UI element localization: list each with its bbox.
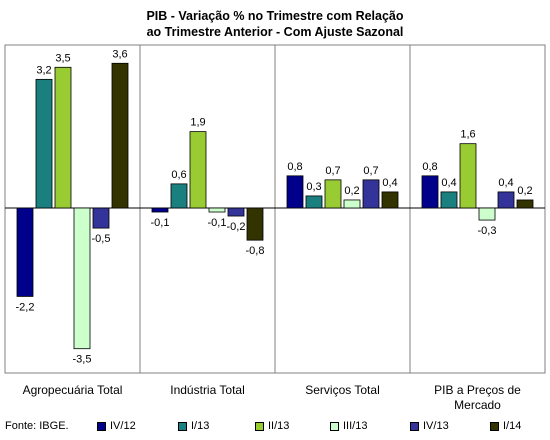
bar-III-13-cat-3 xyxy=(478,207,496,221)
value-label: 0,8 xyxy=(287,161,302,173)
value-label: -0,2 xyxy=(227,221,246,233)
value-label: -0,5 xyxy=(92,233,111,245)
source-note: Fonte: IBGE. xyxy=(5,420,69,432)
bar-II-13-cat-1 xyxy=(189,131,207,209)
category-label: Mercado xyxy=(454,398,501,412)
category-label: Agropecuária Total xyxy=(23,383,123,397)
legend-item-IV-12: IV/12 xyxy=(97,420,136,432)
bar-II-13-cat-2 xyxy=(324,179,342,209)
bar-I-14-cat-1 xyxy=(246,207,264,241)
legend-label: I/14 xyxy=(503,420,522,432)
legend-item-II-13: II/13 xyxy=(255,420,289,432)
legend-label: II/13 xyxy=(268,420,290,432)
legend-item-I-14: I/14 xyxy=(490,420,521,432)
value-label: 0,3 xyxy=(306,181,321,193)
value-label: -2,2 xyxy=(16,301,35,313)
legend-swatch xyxy=(410,421,419,431)
value-label: 1,9 xyxy=(190,117,205,129)
legend-label: I/13 xyxy=(191,420,210,432)
bar-IV-12-cat-0 xyxy=(16,207,34,297)
bar-II-13-cat-0 xyxy=(54,66,72,209)
bar-II-13-cat-3 xyxy=(459,143,477,209)
legend-item-I-13: I/13 xyxy=(178,420,209,432)
chart-footer: Fonte: IBGE. IV/12 I/13 II/13 III/13 IV/13 I/… xyxy=(0,418,550,436)
bar-IV-12-cat-1 xyxy=(151,207,169,213)
legend-label: III/13 xyxy=(343,420,368,432)
legend-item-IV-13: IV/13 xyxy=(410,420,449,432)
bar-I-14-cat-3 xyxy=(516,199,534,209)
bar-IV-13-cat-3 xyxy=(497,191,515,209)
bar-IV-13-cat-2 xyxy=(362,179,380,209)
category-label: PIB a Preços de xyxy=(434,383,521,397)
bar-chart: -2,23,23,5-3,5-0,53,6-0,10,61,9-0,1 -0,2-… xyxy=(4,44,546,412)
value-label: 0,8 xyxy=(422,161,437,173)
chart-title-line-2: ao Trimestre Anterior - Com Ajuste Sazon… xyxy=(146,25,404,39)
bar-I-13-cat-2 xyxy=(305,195,323,209)
bar-I-14-cat-0 xyxy=(111,62,129,209)
bar-III-13-cat-2 xyxy=(343,199,361,209)
category-label: Serviços Total xyxy=(305,383,379,397)
bar-III-13-cat-1 xyxy=(208,207,226,213)
legend-item-III-13: III/13 xyxy=(330,420,367,432)
chart-title-line-1: PIB - Variação % no Trimestre com Relaçã… xyxy=(146,9,404,23)
bar-IV-12-cat-2 xyxy=(286,175,304,209)
bar-I-13-cat-3 xyxy=(440,191,458,209)
legend-swatch xyxy=(97,421,106,431)
value-label: 0,4 xyxy=(382,177,397,189)
bar-III-13-cat-0 xyxy=(73,207,91,350)
value-label: -0,1 xyxy=(151,217,170,229)
bar-IV-13-cat-1 xyxy=(227,207,245,217)
value-label: 0,6 xyxy=(171,169,186,181)
legend-swatch xyxy=(490,421,499,431)
value-label: 0,7 xyxy=(363,165,378,177)
value-label: 0,2 xyxy=(344,185,359,197)
chart-title: PIB - Variação % no Trimestre com Relaçã… xyxy=(0,8,550,40)
bar-I-13-cat-0 xyxy=(35,78,53,209)
value-label: -0,8 xyxy=(246,245,265,257)
value-label: -0,3 xyxy=(478,225,497,237)
value-label: 3,2 xyxy=(36,64,51,76)
value-label: 0,2 xyxy=(517,185,532,197)
legend-swatch xyxy=(330,421,339,431)
legend-swatch xyxy=(178,421,187,431)
bar-I-13-cat-1 xyxy=(170,183,188,209)
category-label: Indústria Total xyxy=(170,383,245,397)
bar-IV-12-cat-3 xyxy=(421,175,439,209)
value-label: 0,4 xyxy=(498,177,513,189)
value-label: 3,6 xyxy=(112,48,127,60)
value-label: 3,5 xyxy=(55,52,70,64)
value-label: 0,4 xyxy=(441,177,456,189)
legend-label: IV/13 xyxy=(423,420,449,432)
value-label: 0,7 xyxy=(325,165,340,177)
value-label: -0,1 xyxy=(208,217,227,229)
bar-IV-13-cat-0 xyxy=(92,207,110,229)
value-label: -3,5 xyxy=(73,354,92,366)
bar-I-14-cat-2 xyxy=(381,191,399,209)
value-label: 1,6 xyxy=(460,129,475,141)
legend-swatch xyxy=(255,421,264,431)
legend-label: IV/12 xyxy=(110,420,136,432)
